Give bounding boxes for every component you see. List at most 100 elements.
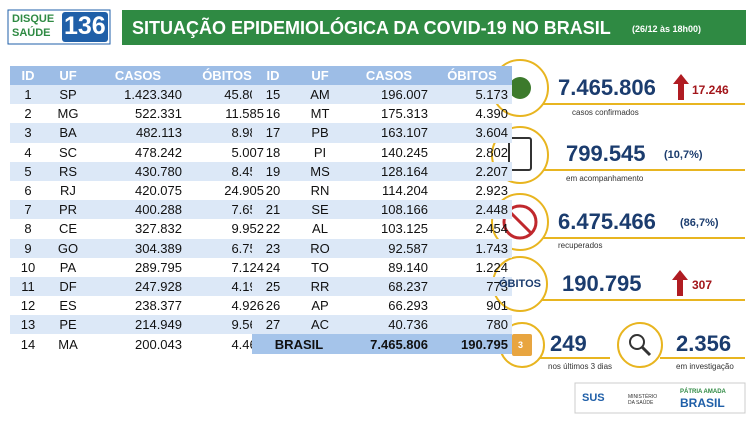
- total-cases: 7.465.806: [346, 334, 432, 354]
- cell: 522.331: [135, 106, 182, 122]
- cell: 11.585: [225, 106, 264, 122]
- cell: 24.905: [224, 183, 264, 199]
- cell: 247.928: [90, 276, 186, 297]
- cell: 2.802: [475, 144, 508, 160]
- investigation-value: 2.356: [676, 331, 732, 356]
- state-row: 3 BA 482.113 8.983: [10, 123, 268, 143]
- recovered-value: 6.475.466: [558, 209, 656, 234]
- cell: 9.952: [231, 221, 264, 237]
- cell: 4.926: [231, 298, 264, 314]
- recovered-percent: (86,7%): [680, 217, 719, 229]
- cell: 18: [265, 144, 281, 160]
- state-row: 13 PE 214.949 9.560: [10, 315, 268, 335]
- cell: 2.454: [475, 221, 508, 237]
- cell: SE: [294, 200, 346, 220]
- total-row: BRASIL 7.465.806 190.795: [252, 334, 512, 354]
- column-header: ÓBITOS: [432, 66, 512, 85]
- cell: 24: [265, 259, 281, 275]
- cell: PI: [313, 144, 327, 160]
- cell: 289.795: [135, 259, 182, 275]
- confirmed-caption: casos confirmados: [572, 108, 639, 117]
- deaths-value: 190.795: [562, 271, 642, 296]
- cell: 20: [265, 183, 281, 199]
- state-row: 5 RS 430.780 8.452: [10, 161, 268, 181]
- state-row: 16 MT 175.313 4.390: [252, 104, 512, 123]
- state-row: 21 SE 108.166 2.448: [252, 200, 512, 220]
- column-header: CASOS: [346, 66, 432, 85]
- cell: AC: [294, 315, 346, 335]
- state-row: 11 DF 247.928 4.198: [10, 276, 268, 297]
- state-row: 15 AM 196.007 5.173: [252, 85, 512, 105]
- cell: CE: [58, 221, 78, 237]
- up-arrow: [672, 270, 688, 296]
- header-row: ID UF CASOS ÓBITOS: [252, 66, 512, 85]
- cell: GO: [46, 238, 90, 258]
- cell: 11: [10, 276, 46, 297]
- column-header: CASOS: [90, 66, 186, 85]
- cell: 66.293: [388, 298, 428, 314]
- total-label: BRASIL: [252, 334, 346, 354]
- cell: 196.007: [346, 85, 432, 105]
- cell: SC: [58, 144, 78, 160]
- cell: 214.949: [90, 315, 186, 335]
- date: (26/12 às 18h00): [632, 24, 702, 34]
- cell: 12: [20, 298, 36, 314]
- state-row: 7 PR 400.288 7.656: [10, 200, 268, 220]
- state-row: 8 CE 327.832 9.952: [10, 219, 268, 238]
- title-bar: [122, 10, 746, 45]
- state-row: 26 AP 66.293 901: [252, 296, 512, 315]
- cell: 327.832: [135, 221, 182, 237]
- column-header: UF: [294, 66, 346, 85]
- up-arrow: [673, 74, 689, 100]
- cell: 40.736: [346, 315, 432, 335]
- cell: 175.313: [381, 106, 428, 122]
- cell: DF: [46, 276, 90, 297]
- state-row: 27 AC 40.736 780: [252, 315, 512, 335]
- cell: 8: [24, 221, 32, 237]
- state-row: 4 SC 478.242 5.007: [10, 143, 268, 162]
- cell: BA: [46, 123, 90, 143]
- column-header: ID: [252, 66, 294, 85]
- cell: 22: [265, 221, 281, 237]
- state-row: 22 AL 103.125 2.454: [252, 219, 512, 238]
- cell: SP: [46, 85, 90, 105]
- cell: 92.587: [346, 238, 432, 258]
- ministry: MINISTÉRIO DA SAÚDE: [628, 394, 658, 406]
- cell: PA: [59, 259, 77, 275]
- cell: 6: [24, 183, 32, 199]
- cell: 19: [252, 161, 294, 181]
- deaths-label: ÓBITOS: [499, 278, 541, 290]
- monitoring-percent: (10,7%): [664, 149, 703, 161]
- state-table: ID UF CASOS ÓBITOS 1 SP 1.423.340 45.808 2 MG 522.…: [10, 66, 268, 354]
- cell: 25: [252, 276, 294, 297]
- cell: 89.140: [388, 259, 428, 275]
- state-row: 19 MS 128.164 2.207: [252, 161, 512, 181]
- cell: 21: [252, 200, 294, 220]
- virus-icon: [509, 77, 531, 99]
- calendar-icon: [512, 334, 532, 356]
- deaths-change: 307: [692, 278, 713, 292]
- cell: RS: [46, 161, 90, 181]
- cell: 478.242: [135, 144, 182, 160]
- state-row: 20 RN 114.204 2.923: [252, 181, 512, 200]
- cell: 163.107: [346, 123, 432, 143]
- confirmed-change: 17.246: [692, 83, 729, 97]
- footer-box: [574, 382, 746, 414]
- cell: MG: [57, 106, 79, 122]
- state-row: 9 GO 304.389 6.751: [10, 238, 268, 258]
- column-header: ID: [10, 66, 46, 85]
- title: SITUAÇÃO EPIDEMIOLÓGICA DA COVID-19 NO B…: [132, 18, 611, 38]
- no-virus-icon: [502, 204, 538, 240]
- cell: MA: [58, 336, 78, 352]
- cell: 4.390: [475, 106, 508, 122]
- cell: 5.173: [432, 85, 512, 105]
- column-header: ÓBITOS: [186, 66, 268, 85]
- logo-number: 136: [64, 12, 106, 40]
- cell: PB: [294, 123, 346, 143]
- state-row: 14 MA 200.043 4.466: [10, 334, 268, 353]
- recent-value: 249: [550, 331, 587, 356]
- investigation-caption: em investigação: [676, 362, 734, 371]
- total-deaths: 190.795: [432, 334, 512, 354]
